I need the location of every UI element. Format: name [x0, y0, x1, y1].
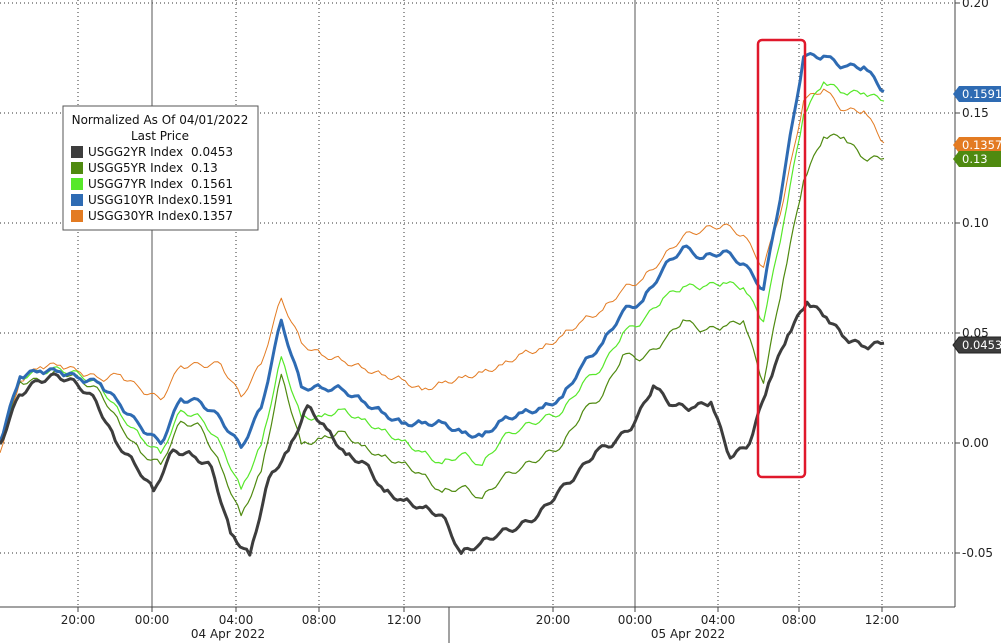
legend-series-value: 0.0453	[191, 145, 233, 159]
day-label-2: 05 Apr 2022	[651, 627, 725, 641]
legend: Normalized As Of 04/01/2022 Last Price U…	[62, 105, 259, 231]
end-tag	[952, 336, 1001, 354]
y-tick-label: 0.20	[962, 0, 989, 10]
series-line-usgg2yr	[0, 300, 885, 557]
day-label-1: 04 Apr 2022	[191, 627, 265, 641]
legend-series-value: 0.1357	[191, 209, 233, 223]
x-tick-label: 00:00	[618, 613, 653, 627]
legend-series-name: USGG2YR Index	[88, 145, 183, 159]
legend-series-value: 0.1561	[191, 177, 233, 191]
end-tag-label: 0.1591	[962, 87, 1001, 101]
end-tag-label: 0.13	[962, 152, 988, 166]
y-tick-label: 0.10	[962, 216, 989, 230]
legend-subtitle: Last Price	[131, 129, 189, 143]
x-tick-label: 08:00	[302, 613, 337, 627]
end-tag-label: 0.0453	[962, 338, 1001, 352]
x-tick-label: 04:00	[701, 613, 736, 627]
series-line-usgg30yr	[0, 88, 885, 453]
legend-title: Normalized As Of 04/01/2022	[72, 113, 249, 127]
legend-series-name: USGG10YR Index	[88, 193, 191, 207]
series-line-usgg7yr	[0, 81, 885, 490]
x-tick-label: 20:00	[61, 613, 96, 627]
highlight-box	[756, 38, 807, 479]
legend-series-value: 0.1591	[191, 193, 233, 207]
x-tick-label: 08:00	[782, 613, 817, 627]
legend-swatch	[71, 162, 83, 174]
series-line-usgg10yr	[0, 52, 885, 449]
legend-series-value: 0.13	[191, 161, 218, 175]
x-tick-label: 12:00	[865, 613, 900, 627]
y-tick-label: 0.15	[962, 106, 989, 120]
legend-swatch	[71, 146, 83, 158]
end-tag-label: 0.1357	[962, 138, 1001, 152]
series-line-usgg5yr	[0, 133, 885, 517]
legend-series-name: USGG7YR Index	[88, 177, 183, 191]
x-tick-label: 00:00	[135, 613, 170, 627]
x-tick-label: 20:00	[536, 613, 571, 627]
legend-swatch	[71, 194, 83, 206]
x-tick-label: 12:00	[387, 613, 422, 627]
legend-series-name: USGG5YR Index	[88, 161, 183, 175]
end-tag	[953, 137, 1001, 153]
y-tick-label: 0.00	[962, 436, 989, 450]
end-tag	[953, 151, 1001, 167]
legend-series-name: USGG30YR Index	[88, 209, 191, 223]
y-tick-label: -0.05	[962, 546, 993, 560]
legend-swatch	[71, 178, 83, 190]
legend-swatch	[71, 210, 83, 222]
end-tag	[953, 86, 1001, 102]
x-tick-label: 04:00	[219, 613, 254, 627]
